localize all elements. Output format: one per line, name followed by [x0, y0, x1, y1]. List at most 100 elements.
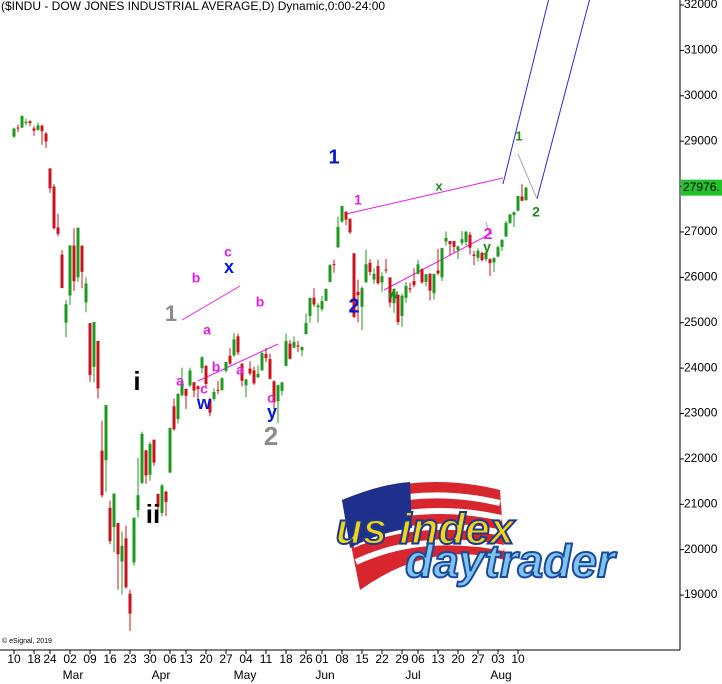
x-tick-label: 10	[7, 652, 21, 666]
x-tick-label: 18	[279, 652, 293, 666]
x-tick-label: 06	[163, 652, 177, 666]
candle-body	[224, 362, 228, 371]
y-tick-label: 24000	[684, 360, 718, 374]
x-tick-label: 01	[315, 652, 329, 666]
candle-body	[364, 264, 368, 283]
candle-body	[348, 218, 352, 233]
wave-label: 2	[484, 226, 493, 243]
month-label: Apr	[152, 668, 171, 682]
y-tick-label: 20000	[684, 542, 718, 556]
candle-body	[40, 125, 44, 132]
candle-body	[372, 273, 376, 280]
candle-body	[100, 450, 104, 496]
candle-body	[368, 262, 372, 272]
y-tick-label: 30000	[684, 88, 718, 102]
candle-body	[128, 593, 132, 614]
wave-label: 1	[515, 128, 522, 143]
candle-body	[408, 288, 412, 290]
wave-label: 1	[328, 146, 339, 168]
flag-stripes	[345, 492, 505, 565]
x-tick-label: 30	[143, 652, 157, 666]
candle-body	[168, 428, 172, 473]
candle-body	[80, 245, 84, 272]
candle-body	[72, 245, 76, 282]
x-tick-label: 18	[27, 652, 41, 666]
candle-body	[180, 380, 184, 396]
x-tick-label: 22	[375, 652, 389, 666]
candle-body	[276, 385, 280, 402]
wave-label: b	[192, 270, 201, 286]
candle-body	[420, 269, 424, 283]
x-tick-label: 26	[299, 652, 313, 666]
candle-body	[524, 187, 528, 201]
x-tick-label: 20	[199, 652, 213, 666]
wave-label: y	[483, 239, 491, 255]
x-tick-label: 10	[511, 652, 525, 666]
x-tick-label: 09	[83, 652, 97, 666]
candle-body	[360, 288, 364, 307]
candle-body	[124, 538, 128, 588]
last-price-box	[681, 179, 722, 196]
wave-label: 2	[348, 295, 359, 317]
candle-body	[396, 294, 400, 323]
y-tick-label: 22000	[684, 451, 718, 465]
candle-body	[200, 357, 204, 369]
copyright: © eSignal, 2019	[2, 637, 52, 645]
candle-body	[332, 264, 336, 266]
month-label: Jul	[405, 668, 420, 682]
trend-line	[181, 285, 241, 321]
candle-body	[328, 265, 332, 282]
candle-body	[512, 212, 516, 216]
month-label: Jun	[315, 668, 334, 682]
wave-label: 1	[165, 301, 177, 326]
candle-body	[228, 355, 232, 364]
candle-body	[312, 297, 316, 305]
trend-line	[197, 343, 279, 382]
candle-body	[44, 133, 48, 142]
candle-body	[12, 128, 16, 137]
candle-body	[116, 522, 120, 555]
x-tick-label: 04	[239, 652, 253, 666]
candle-body	[496, 247, 500, 257]
candle-body	[20, 116, 24, 128]
y-tick-label: 19000	[684, 587, 718, 601]
x-tick-label: 29	[395, 652, 409, 666]
y-tick-label: 29000	[684, 133, 718, 147]
candle-body	[152, 439, 156, 463]
candle-body	[440, 248, 444, 278]
candle-body	[32, 128, 36, 131]
candle-body	[24, 121, 28, 124]
candle-body	[504, 222, 508, 237]
wave-label: y	[267, 402, 277, 422]
candle-body	[296, 345, 300, 347]
last-price-label: 27976.	[683, 180, 720, 194]
x-tick-label: 15	[355, 652, 369, 666]
candle-body	[248, 368, 252, 374]
candle-body	[68, 245, 72, 296]
x-tick-label: 08	[335, 652, 349, 666]
candle-body	[404, 285, 408, 298]
candle-body	[132, 517, 136, 563]
wave-label: w	[196, 393, 212, 413]
candle-body	[264, 354, 268, 359]
candle-body	[484, 252, 488, 260]
candle-body	[96, 340, 100, 389]
wave-label: a	[236, 362, 244, 378]
candle-body	[292, 341, 296, 348]
logo-line2: daytrader	[405, 535, 617, 587]
x-tick-label: 20	[451, 652, 465, 666]
candle-body	[208, 398, 212, 413]
candle-body	[356, 291, 360, 296]
projection-line	[485, 221, 491, 237]
candle-body	[384, 269, 388, 271]
y-tick-label: 32000	[684, 0, 718, 11]
projection-line	[517, 153, 538, 200]
candle-body	[60, 254, 64, 288]
wave-label: a	[203, 322, 211, 338]
x-tick-label: 02	[63, 652, 77, 666]
chart-title: ($INDU - DOW JONES INDUSTRIAL AVERAGE,D)…	[1, 0, 385, 13]
y-tick-label: 31000	[684, 43, 718, 57]
wave-label: a	[176, 373, 184, 389]
candle-body	[424, 274, 428, 282]
